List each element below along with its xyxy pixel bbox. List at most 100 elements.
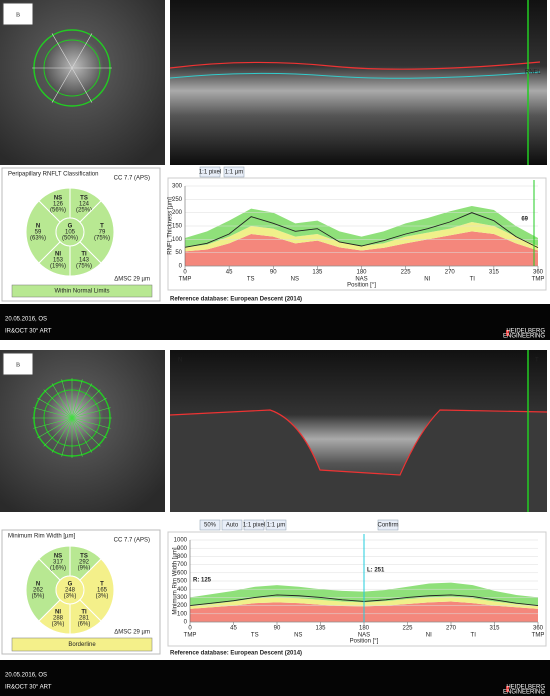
status-label: Borderline bbox=[68, 642, 96, 648]
y-tick-label: 200 bbox=[177, 603, 188, 609]
toolbar-button[interactable] bbox=[243, 519, 265, 531]
footer-brand: ENGINEERING bbox=[503, 690, 545, 696]
radial-line bbox=[43, 389, 73, 419]
sector-tick-label: NS bbox=[291, 277, 299, 283]
sector-percent: (75%) bbox=[76, 264, 92, 270]
footer bbox=[0, 304, 550, 340]
radial-line bbox=[37, 397, 73, 419]
cursor-label: 69 bbox=[521, 217, 528, 223]
fundus-image bbox=[0, 350, 165, 512]
x-axis-label: Position [°] bbox=[347, 283, 376, 289]
y-tick-label: 800 bbox=[177, 554, 188, 560]
sector-label: NS bbox=[54, 554, 62, 560]
y-tick-label: 300 bbox=[177, 595, 188, 601]
sector-value: 281 bbox=[79, 616, 90, 622]
sector-value: 262 bbox=[33, 588, 44, 594]
sector-label: NS bbox=[54, 196, 62, 202]
oct-image bbox=[170, 0, 547, 165]
x-tick-label: 90 bbox=[270, 270, 277, 276]
left-label: R: 125 bbox=[193, 578, 212, 584]
sector-value: 317 bbox=[53, 560, 64, 566]
toolbar-button[interactable] bbox=[223, 166, 245, 178]
toolbar-label: 1:1 pixel bbox=[243, 523, 265, 529]
classification-title: Minimum Rim Width [µm] bbox=[8, 534, 75, 540]
x-tick-label: 180 bbox=[356, 270, 367, 276]
cc-label: CC 7.7 (APS) bbox=[114, 176, 150, 182]
sector-percent: (56%) bbox=[50, 208, 66, 214]
sector-label: NI bbox=[55, 252, 61, 258]
sector-tick-label: TMP bbox=[184, 633, 197, 639]
radial-line bbox=[33, 407, 73, 419]
y-tick-label: 600 bbox=[177, 570, 188, 576]
radial-line bbox=[51, 33, 73, 69]
sector-value: 105 bbox=[65, 230, 76, 236]
radial-line bbox=[71, 417, 101, 447]
radial-line bbox=[71, 383, 93, 419]
y-tick-label: 1000 bbox=[174, 538, 188, 544]
sector-label: N bbox=[36, 224, 40, 230]
logo-mark bbox=[506, 330, 509, 336]
x-tick-label: 225 bbox=[401, 270, 412, 276]
radial-line bbox=[37, 417, 73, 439]
radial-line bbox=[51, 383, 73, 419]
radial-line bbox=[71, 417, 111, 429]
radial-line bbox=[51, 417, 73, 453]
sector-value: 288 bbox=[53, 616, 64, 622]
y-axis-label: Minimum Rim Width [µm] bbox=[173, 547, 179, 614]
sector-tick-label: NS bbox=[294, 633, 302, 639]
toolbar-label: Confirm bbox=[377, 523, 398, 529]
y-tick-label: 500 bbox=[177, 579, 188, 585]
toolbar-button[interactable] bbox=[199, 519, 221, 531]
sector-tick-label: NI bbox=[424, 277, 430, 283]
y-tick-label: 300 bbox=[172, 184, 183, 190]
panel-label: B bbox=[16, 12, 20, 18]
oct-label: T bbox=[535, 358, 539, 364]
sector-tick-label: NAS bbox=[355, 277, 367, 283]
sector-percent: (6%) bbox=[78, 622, 91, 628]
sector-percent: (25%) bbox=[76, 208, 92, 214]
radial-line bbox=[71, 33, 93, 69]
rnfl-boundary bbox=[169, 71, 541, 79]
y-tick-label: 0 bbox=[179, 264, 183, 270]
sector-label: TS bbox=[80, 196, 88, 202]
x-tick-label: 0 bbox=[188, 626, 192, 632]
radial-line bbox=[71, 417, 93, 453]
y-tick-label: 150 bbox=[172, 224, 183, 230]
footer-brand: HEIDELBERG bbox=[506, 685, 545, 691]
footer-date: 20.05.2016, OS bbox=[5, 317, 47, 323]
sector-label: G bbox=[68, 224, 73, 230]
toolbar-button[interactable] bbox=[199, 166, 221, 178]
cursor-label: L: 251 bbox=[367, 568, 385, 574]
sector-tick-label: TMP bbox=[532, 277, 545, 283]
sector bbox=[79, 558, 115, 622]
toolbar-label: 1:1 pixel bbox=[199, 170, 221, 176]
radial-line bbox=[61, 379, 73, 419]
toolbar-button[interactable] bbox=[265, 519, 287, 531]
toolbar-button[interactable] bbox=[221, 519, 243, 531]
sector-tick-label: TMP bbox=[179, 277, 192, 283]
measured-line bbox=[184, 212, 539, 249]
x-tick-label: 315 bbox=[489, 626, 500, 632]
x-tick-label: 135 bbox=[315, 626, 326, 632]
oct-label: RNFL bbox=[525, 70, 541, 76]
sector-tick-label: TS bbox=[247, 277, 255, 283]
footer-brand: ENGINEERING bbox=[503, 334, 545, 340]
footer-mode: IR&OCT 30° ART bbox=[5, 685, 52, 691]
sector-label: T bbox=[100, 224, 104, 230]
normative-band bbox=[185, 222, 538, 252]
sector-tick-label: TS bbox=[251, 633, 259, 639]
x-tick-label: 45 bbox=[226, 270, 233, 276]
y-tick-label: 100 bbox=[177, 611, 188, 617]
y-tick-label: 900 bbox=[177, 546, 188, 552]
sector-value: 79 bbox=[99, 230, 106, 236]
reference-label: Reference database: European Descent (20… bbox=[170, 651, 302, 657]
radial-line bbox=[71, 389, 101, 419]
radial-line bbox=[71, 397, 107, 419]
sector-percent: (19%) bbox=[50, 264, 66, 270]
sector-percent: (16%) bbox=[50, 566, 66, 572]
sector-label: NI bbox=[55, 610, 61, 616]
classification-title: Peripapillary RNFLT Classification bbox=[8, 172, 98, 178]
toolbar-button[interactable] bbox=[377, 519, 399, 531]
